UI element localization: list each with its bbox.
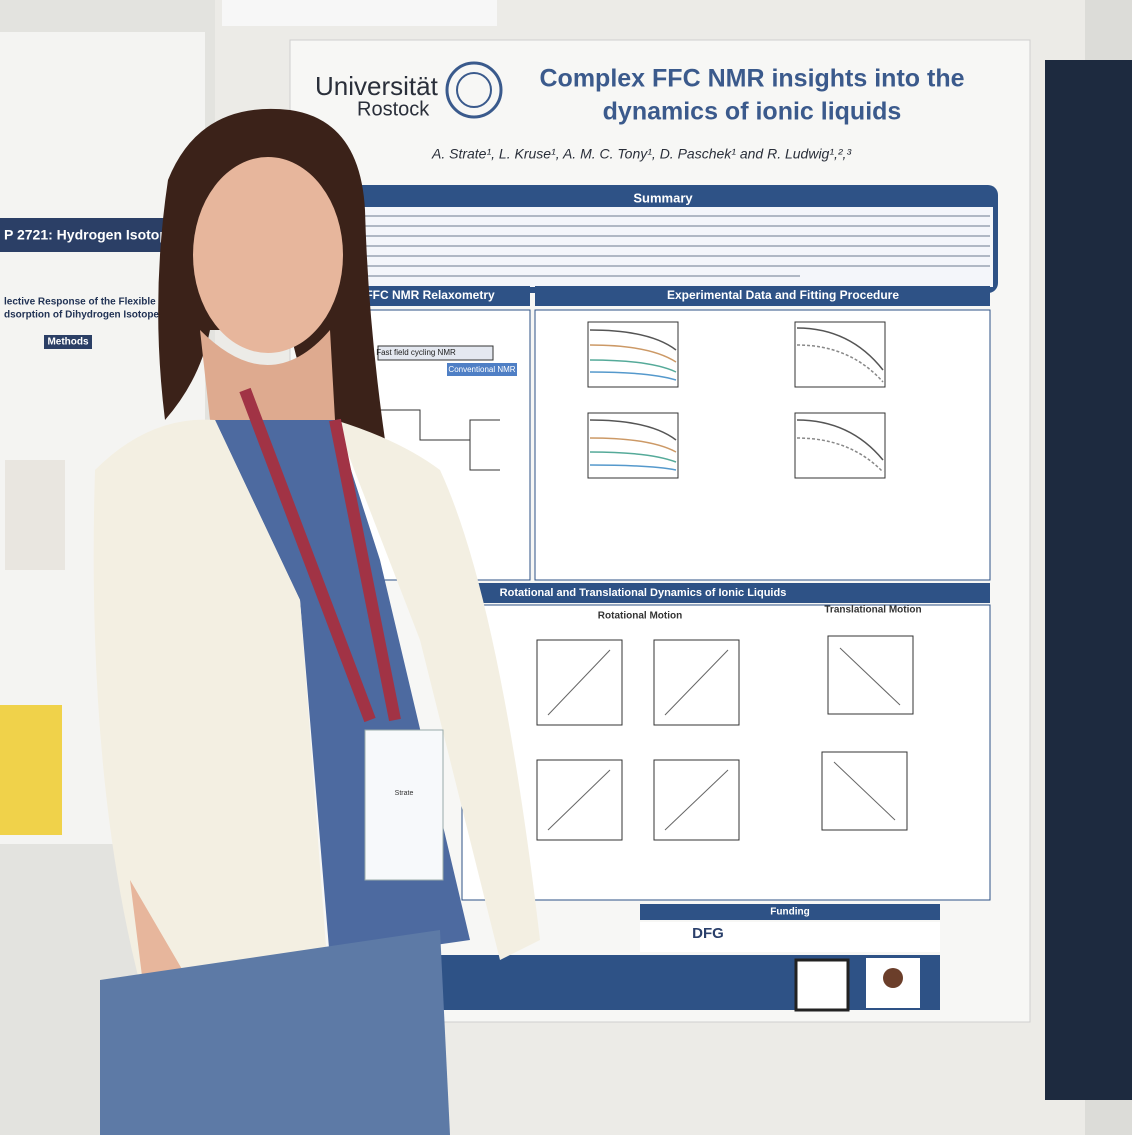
section-heading: Experimental Data and Fitting Procedure <box>667 288 899 302</box>
qr-code <box>794 958 850 1012</box>
plot-curve-part <box>796 419 884 461</box>
footer-band <box>440 955 940 1010</box>
funder-logo: DFG <box>692 925 724 942</box>
subsection-heading: Rotational Motion <box>598 611 682 622</box>
plot-curve-part <box>796 327 884 371</box>
plot-curve-part <box>589 451 677 463</box>
university-name: Rostock <box>357 98 430 120</box>
person-part <box>364 729 444 881</box>
plot-trend-part <box>547 649 611 716</box>
author-photo <box>883 968 903 988</box>
plot-frame-part <box>536 759 623 841</box>
plot-frame-part <box>653 639 740 726</box>
person: Strate <box>93 108 540 1135</box>
person-part <box>100 930 450 1135</box>
section-heading: Rotational and Translational Dynamics of… <box>500 587 787 599</box>
plot-trend-part <box>664 649 729 716</box>
person-part <box>239 387 401 723</box>
plot-frame <box>536 635 914 841</box>
left-poster-subtitle: dsorption of Dihydrogen Isotopes <box>4 310 165 321</box>
plot-trend-part <box>839 647 901 706</box>
main-poster-part <box>377 345 494 361</box>
plot-frame-part <box>794 321 886 388</box>
plot-frame-part <box>794 412 886 479</box>
person-part <box>335 420 540 960</box>
plot-frame <box>587 321 886 479</box>
plot-trend-part <box>664 769 729 831</box>
main-poster-part <box>461 604 991 901</box>
main-poster-part <box>534 309 991 581</box>
main-poster-part <box>447 363 517 376</box>
plot-curve <box>589 327 884 473</box>
plot-curve-part <box>589 464 677 471</box>
plot-trend-part <box>833 761 896 821</box>
poster-title: Complex FFC NMR insights into the <box>540 65 965 93</box>
ffc-label: Fast field cycling NMR <box>376 348 456 357</box>
pulse-sequence <box>380 409 500 471</box>
left-poster-title: P 2721: Hydrogen Isotope <box>4 227 176 243</box>
left-poster-subtitle: lective Response of the Flexible Metal-O <box>4 297 195 308</box>
plot-frame-part <box>587 321 679 388</box>
university-seal <box>456 72 492 108</box>
section-heading: Funding <box>770 907 809 918</box>
plot-trend-part <box>547 769 611 831</box>
plot-curve-part <box>589 419 677 441</box>
main-poster-part <box>345 286 530 306</box>
university-seal <box>445 61 503 119</box>
plot-frame-part <box>821 751 908 831</box>
main-poster-part <box>535 286 990 306</box>
plot-curve-part <box>589 437 677 453</box>
main-poster-part <box>640 922 940 952</box>
main-poster-part <box>462 583 990 603</box>
main-poster-part <box>355 207 993 287</box>
plot-curve-part <box>589 371 677 381</box>
plot-trend <box>547 647 901 831</box>
subsection-heading: Translational Motion <box>824 605 921 616</box>
poster-title: dynamics of ionic liquids <box>603 98 902 126</box>
person-part <box>200 330 335 420</box>
left-poster-part <box>5 460 65 570</box>
badge-name: Strate <box>395 790 414 797</box>
paper-top <box>222 0 497 26</box>
main-poster-part <box>640 904 940 920</box>
person-part <box>93 419 330 1040</box>
person-part <box>193 157 343 353</box>
plot-curve-part <box>589 359 677 373</box>
plot-curve-part <box>796 344 884 383</box>
section-heading: FFC NMR Relaxometry <box>365 288 495 302</box>
right-poster <box>1045 60 1132 1100</box>
left-poster-part <box>44 335 92 349</box>
plot-frame-part <box>827 635 914 715</box>
university-name: Universität <box>315 71 439 101</box>
ffc-label: Conventional NMR <box>448 365 515 374</box>
left-poster-part <box>0 705 62 835</box>
left-poster-part <box>0 218 175 252</box>
summary-text <box>360 215 990 277</box>
section-heading: Summary <box>633 190 693 205</box>
plot-frame-part <box>653 759 740 841</box>
plot-frame-part <box>587 412 679 479</box>
plot-frame-part <box>536 639 623 726</box>
plot-curve-part <box>589 344 677 363</box>
poster-authors: A. Strate¹, L. Kruse¹, A. M. C. Tony¹, D… <box>431 146 851 162</box>
left-poster-section: Methods <box>47 337 89 348</box>
plot-curve-part <box>589 329 677 351</box>
plot-curve-part <box>796 437 884 473</box>
